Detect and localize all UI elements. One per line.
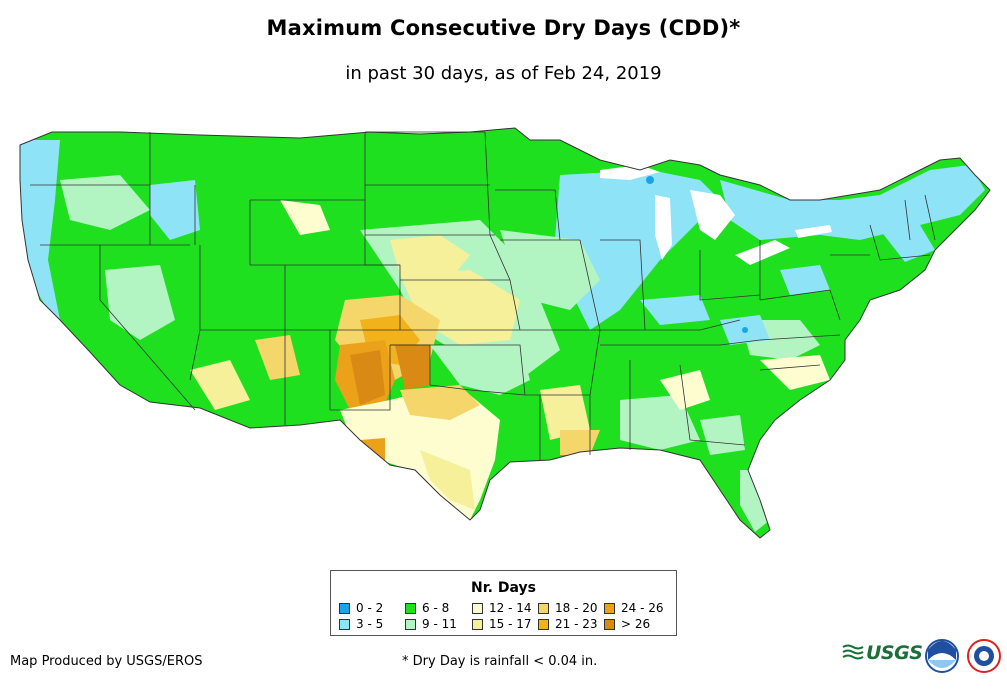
legend-item: 21 - 23	[538, 617, 598, 631]
legend-swatch	[405, 603, 416, 614]
legend-swatch	[538, 603, 549, 614]
legend-label: 12 - 14	[489, 601, 532, 615]
legend-label: 18 - 20	[555, 601, 598, 615]
legend-label: 0 - 2	[356, 601, 384, 615]
map-credit: Map Produced by USGS/EROS	[10, 654, 203, 669]
noaa-logo	[925, 639, 959, 673]
legend-item: 6 - 8	[405, 601, 449, 615]
legend-label: 3 - 5	[356, 617, 384, 631]
legend-swatch	[472, 603, 483, 614]
legend-item: 24 - 26	[604, 601, 664, 615]
legend-swatch	[472, 619, 483, 630]
legend-swatch	[405, 619, 416, 630]
legend-item: 3 - 5	[339, 617, 383, 631]
map-title: Maximum Consecutive Dry Days (CDD)*	[266, 16, 741, 40]
map-subtitle: in past 30 days, as of Feb 24, 2019	[345, 63, 662, 84]
legend-item: > 26	[604, 617, 650, 631]
legend-item: 15 - 17	[472, 617, 532, 631]
usgs-logo-text: USGS	[866, 642, 923, 664]
country-border	[19, 127, 991, 539]
legend-swatch	[538, 619, 549, 630]
legend-swatch	[339, 603, 350, 614]
legend-label: 21 - 23	[555, 617, 598, 631]
legend-label: 6 - 8	[422, 601, 450, 615]
legend-title: Nr. Days	[471, 580, 536, 596]
legend-label: > 26	[621, 617, 651, 631]
state-borders	[30, 131, 936, 460]
legend-swatch	[604, 619, 615, 630]
legend-label: 15 - 17	[489, 617, 532, 631]
legend-swatch	[604, 603, 615, 614]
legend-label: 9 - 11	[422, 617, 457, 631]
country-outline	[20, 128, 990, 538]
nws-logo	[967, 639, 1001, 673]
legend-item: 18 - 20	[538, 601, 598, 615]
usgs-logo: USGS	[842, 642, 923, 664]
legend-swatch	[339, 619, 350, 630]
legend-item: 9 - 11	[405, 617, 457, 631]
legend-item: 12 - 14	[472, 601, 532, 615]
legend-item: 0 - 2	[339, 601, 383, 615]
legend-label: 24 - 26	[621, 601, 664, 615]
usgs-wave-icon	[842, 644, 864, 660]
dry-day-footnote: * Dry Day is rainfall < 0.04 in.	[402, 654, 598, 669]
legend: Nr. Days 0 - 2 3 - 5 6 - 8 9 - 11 12 - 1…	[330, 570, 677, 636]
